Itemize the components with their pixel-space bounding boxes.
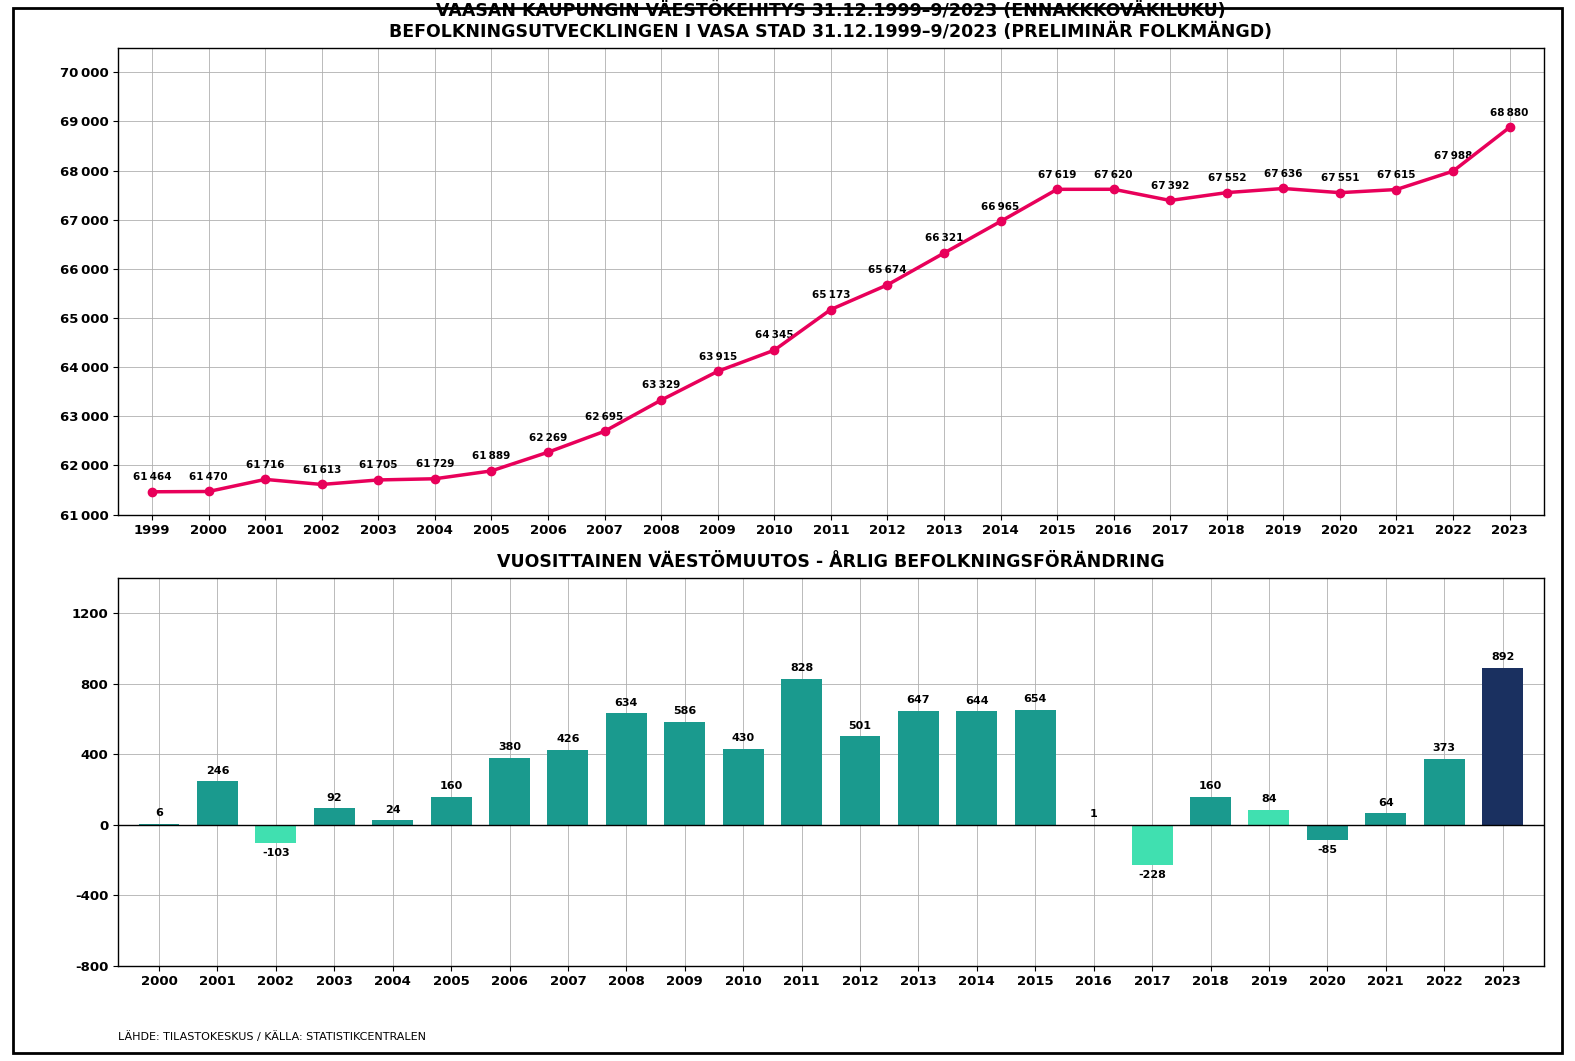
Text: 647: 647 [907, 695, 931, 706]
Text: 67 551: 67 551 [1320, 173, 1359, 182]
Text: 67 392: 67 392 [1151, 180, 1189, 191]
Bar [197, 781, 238, 824]
Text: 246: 246 [206, 766, 230, 776]
Text: 62 695: 62 695 [586, 412, 624, 421]
Text: 61 889: 61 889 [472, 451, 510, 462]
Text: 67 620: 67 620 [1095, 170, 1132, 179]
Text: 61 613: 61 613 [302, 465, 340, 474]
Text: 61 470: 61 470 [189, 472, 228, 482]
Text: 61 464: 61 464 [132, 472, 172, 482]
Bar [313, 808, 354, 824]
Text: 68 880: 68 880 [1490, 107, 1529, 118]
Bar [839, 736, 880, 824]
Text: 64: 64 [1378, 798, 1394, 807]
Bar [1424, 759, 1465, 824]
Text: 65 674: 65 674 [868, 265, 907, 275]
Text: 1: 1 [1090, 808, 1098, 819]
Text: -85: -85 [1317, 846, 1337, 855]
Bar [1366, 814, 1406, 824]
Bar [372, 820, 413, 824]
Text: -228: -228 [1139, 870, 1166, 881]
Text: 373: 373 [1433, 744, 1455, 753]
Text: 62 269: 62 269 [529, 433, 567, 442]
Bar [606, 713, 647, 824]
Text: 92: 92 [326, 793, 342, 803]
Text: 634: 634 [614, 697, 638, 708]
Bar [1014, 710, 1055, 824]
Text: 67 615: 67 615 [1377, 170, 1416, 179]
Text: 64 345: 64 345 [754, 330, 794, 341]
Bar [1307, 824, 1348, 839]
Text: 160: 160 [1199, 781, 1222, 790]
Text: 24: 24 [384, 805, 400, 815]
Bar [490, 758, 529, 824]
Bar [898, 711, 939, 824]
Bar [1132, 824, 1172, 865]
Text: 67 619: 67 619 [1038, 170, 1076, 179]
Text: 6: 6 [154, 808, 162, 818]
Text: 892: 892 [1492, 653, 1514, 662]
Text: 430: 430 [732, 733, 754, 744]
Text: 644: 644 [965, 696, 989, 706]
Text: 63 329: 63 329 [643, 381, 680, 390]
Bar [1249, 810, 1290, 824]
Text: 586: 586 [673, 706, 696, 716]
Text: 67 988: 67 988 [1433, 152, 1473, 161]
Text: 65 173: 65 173 [811, 290, 850, 300]
Bar [665, 721, 706, 824]
Text: 61 705: 61 705 [359, 460, 397, 470]
Text: 654: 654 [1024, 694, 1047, 705]
Bar [255, 824, 296, 842]
Bar [1191, 797, 1232, 824]
Text: 426: 426 [556, 734, 580, 744]
Text: 67 636: 67 636 [1265, 169, 1303, 178]
Bar [723, 749, 764, 824]
Bar [1482, 667, 1523, 824]
Text: LÄHDE: TILASTOKESKUS / KÄLLA: STATISTIKCENTRALEN: LÄHDE: TILASTOKESKUS / KÄLLA: STATISTIKC… [118, 1031, 427, 1042]
Text: 66 965: 66 965 [981, 202, 1019, 212]
Bar [956, 711, 997, 824]
Bar [548, 750, 589, 824]
Text: 61 729: 61 729 [416, 459, 454, 469]
Title: VUOSITTAINEN VÄESTÖMUUTOS - ÅRLIG BEFOLKNINGSFÖRÄNDRING: VUOSITTAINEN VÄESTÖMUUTOS - ÅRLIG BEFOLK… [498, 553, 1164, 571]
Text: 84: 84 [1262, 795, 1277, 804]
Text: -103: -103 [261, 849, 290, 858]
Title: VAASAN KAUPUNGIN VÄESTÖKEHITYS 31.12.1999–9/2023 (ENNAKKKOVÄKILUKU)
BEFOLKNINGSU: VAASAN KAUPUNGIN VÄESTÖKEHITYS 31.12.199… [389, 1, 1273, 40]
Bar [430, 797, 471, 824]
Text: 828: 828 [791, 663, 813, 674]
Text: 67 552: 67 552 [1208, 173, 1246, 182]
Text: 160: 160 [439, 781, 463, 790]
Text: 61 716: 61 716 [246, 459, 285, 470]
Bar [781, 679, 822, 824]
Text: 501: 501 [849, 720, 871, 731]
Text: 66 321: 66 321 [925, 233, 964, 243]
Text: 63 915: 63 915 [699, 351, 737, 362]
Text: 380: 380 [498, 743, 521, 752]
